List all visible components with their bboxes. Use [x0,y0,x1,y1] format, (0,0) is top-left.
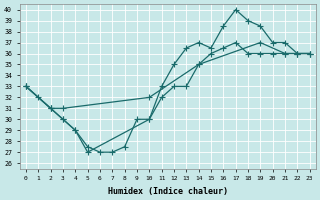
X-axis label: Humidex (Indice chaleur): Humidex (Indice chaleur) [108,187,228,196]
